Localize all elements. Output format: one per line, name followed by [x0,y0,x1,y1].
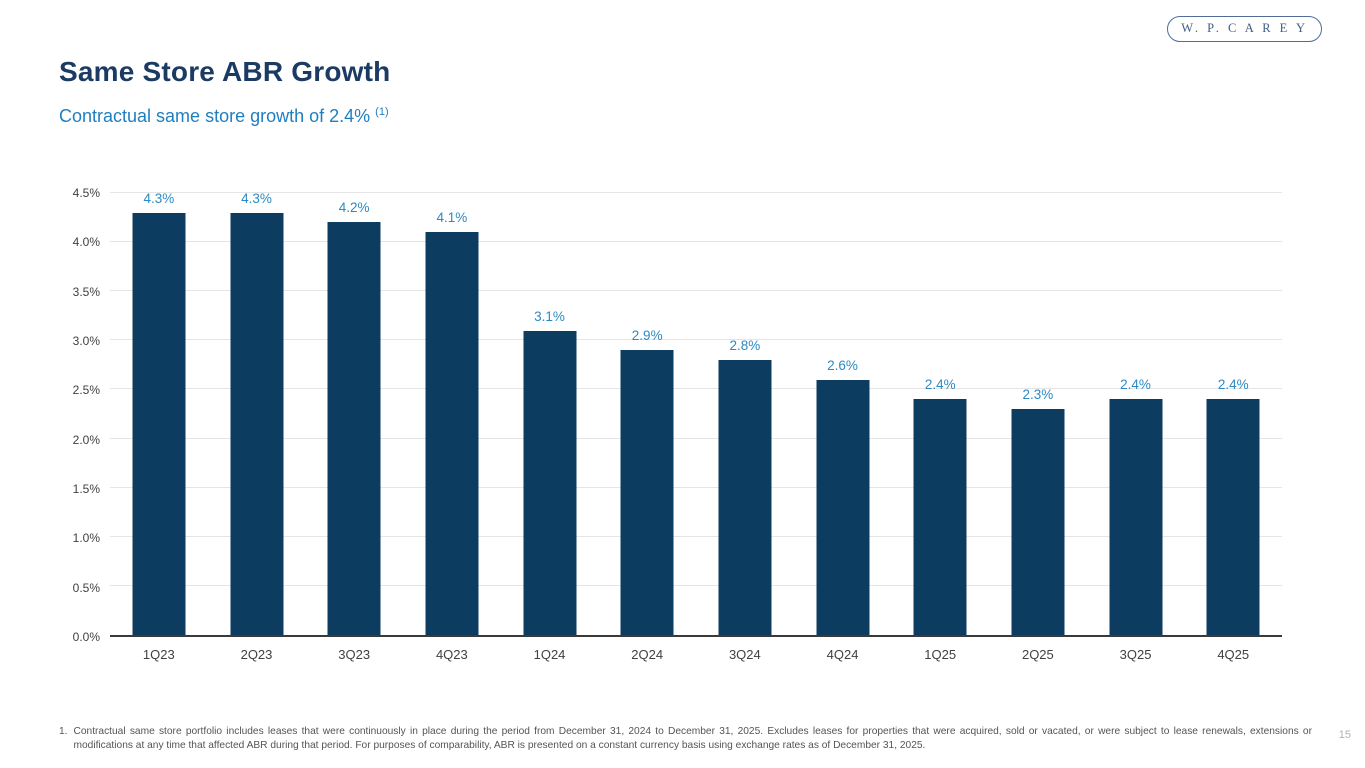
bar-value-label: 4.2% [338,200,370,216]
bar-value-label: 2.3% [1022,387,1054,403]
y-axis: 0.0% 0.5% 1.0% 1.5% 2.0% 2.5% 3.0% 3.5% 4.0% 4.5% [56,186,100,644]
x-axis-label: 1Q25 [924,647,957,662]
bar [620,350,674,635]
bar-slot: 4.2% 3Q23 [305,193,403,662]
bar [816,379,870,635]
gridline [110,339,1282,341]
x-axis-label: 2Q25 [1021,647,1054,662]
bar [327,222,381,635]
bar-slot: 4.3% 1Q23 [110,191,208,662]
x-axis-label: 2Q24 [631,647,664,662]
y-axis-label: 4.5% [72,186,100,200]
page-number: 15 [1338,729,1351,741]
y-axis-label: 1.5% [72,482,100,497]
bar-slot: 2.4% 1Q25 [891,193,989,662]
y-axis-label: 0.0% [72,630,100,644]
y-axis-label: 1.0% [72,531,100,546]
gridline [110,584,1282,586]
plot-area: 4.3% 1Q23 4.3% 2Q23 4.2% 3Q23 4.1% 4Q23 3.1% 1Q24… [110,191,1282,662]
bar-value-label: 2.4% [924,377,956,393]
bar-value-label: 2.9% [631,328,663,344]
bar [1109,399,1163,635]
x-axis-label: 3Q23 [338,647,371,662]
x-axis-label: 2Q23 [240,647,273,662]
subtitle-text: Contractual same store growth of 2.4% [59,106,371,126]
footnote-number: 1. [59,726,68,737]
bar-value-label: 4.3% [143,190,175,206]
x-axis-label: 4Q24 [826,647,859,662]
bar-slot: 2.6% 4Q24 [794,193,892,662]
footnote-text: Contractual same store portfolio include… [73,726,1313,752]
x-axis-label: 1Q24 [533,647,566,662]
bar-slot: 4.3% 2Q23 [208,191,306,662]
bar-slot: 4.1% 4Q23 [403,193,501,662]
y-axis-label: 0.5% [72,580,100,595]
gridline [110,241,1282,243]
y-axis-label: 2.5% [72,383,100,398]
gridline [110,437,1282,439]
page-title: Same Store ABR Growth [59,56,391,87]
bar [718,359,772,635]
bar-value-label: 4.1% [436,210,468,226]
bar-slot: 2.9% 2Q24 [598,193,696,662]
bar [230,212,283,635]
x-axis-label: 1Q23 [142,647,175,662]
subtitle-footnote-ref: (1) [375,106,389,118]
gridline [110,486,1282,488]
bar [913,399,967,635]
y-axis-label: 2.0% [72,432,100,447]
bar [1011,409,1065,635]
y-axis-label: 3.0% [72,334,100,349]
bar-slot: 2.4% 4Q25 [1184,193,1282,662]
gridline [110,290,1282,292]
bar-value-label: 2.4% [1217,377,1249,393]
gridline [110,535,1282,537]
wp-carey-logo: W. P. C A R E Y [1167,16,1322,42]
bar-slot: 2.3% 2Q25 [989,193,1087,662]
x-axis-label: 3Q24 [728,647,761,662]
bar [523,330,577,635]
subtitle: Contractual same store growth of 2.4% (1… [59,106,389,127]
gridline [110,388,1282,390]
bar-value-label: 2.8% [729,337,761,353]
gridline [110,192,1282,193]
x-axis-label: 3Q25 [1119,647,1152,662]
bar [132,212,186,635]
x-axis-label: 4Q23 [435,647,468,662]
bar [1206,399,1260,635]
logo-text: W. P. C A R E Y [1181,21,1308,35]
x-axis-label: 4Q25 [1217,647,1250,662]
footnote: 1. Contractual same store portfolio incl… [59,725,1312,754]
y-axis-label: 4.0% [72,235,100,250]
bar-slot: 2.8% 3Q24 [696,193,794,662]
bar-slot: 2.4% 3Q25 [1087,193,1185,662]
bar-slot: 3.1% 1Q24 [501,193,599,662]
y-axis-label: 3.5% [72,284,100,299]
bar [425,232,479,635]
bar-value-label: 2.6% [827,357,858,373]
bar-value-label: 2.4% [1120,377,1151,393]
bar-value-label: 3.1% [534,308,565,324]
bar-value-label: 4.3% [241,190,272,206]
